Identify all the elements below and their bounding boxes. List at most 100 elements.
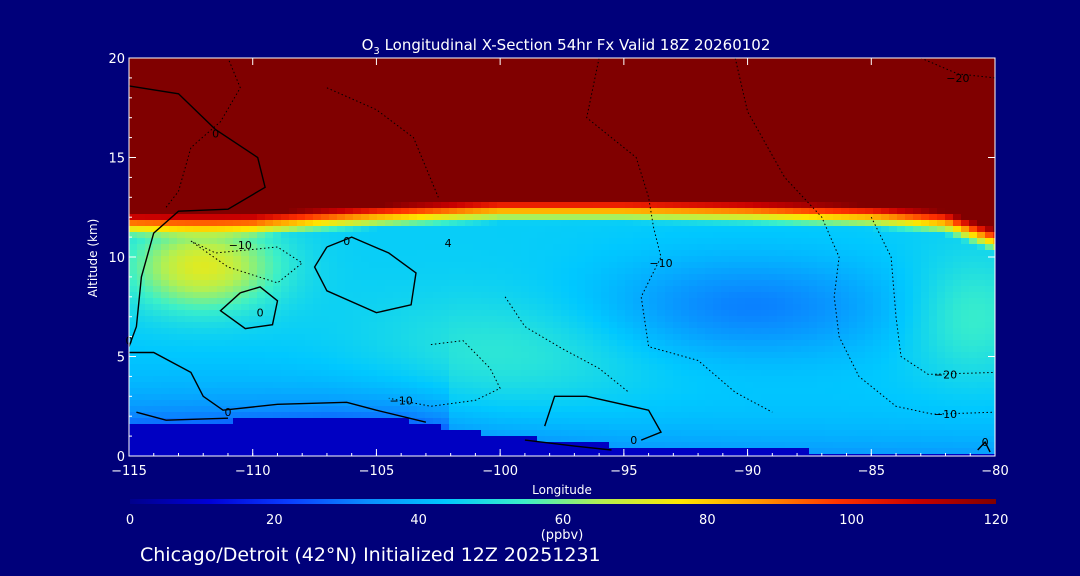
heatmap-cell bbox=[817, 76, 826, 83]
heatmap-cell bbox=[793, 112, 802, 119]
heatmap-cell bbox=[257, 124, 266, 131]
heatmap-cell bbox=[881, 112, 890, 119]
heatmap-cell bbox=[929, 202, 938, 209]
heatmap-cell bbox=[465, 106, 474, 113]
heatmap-cell bbox=[969, 292, 978, 299]
heatmap-cell bbox=[601, 190, 610, 197]
heatmap-cell bbox=[321, 184, 330, 191]
heatmap-cell bbox=[449, 142, 458, 149]
heatmap-cell bbox=[801, 118, 810, 125]
heatmap-cell bbox=[337, 298, 346, 305]
heatmap-cell bbox=[593, 220, 602, 227]
heatmap-cell bbox=[937, 64, 946, 71]
heatmap-cell bbox=[561, 58, 570, 65]
heatmap-cell bbox=[577, 328, 586, 335]
heatmap-cell bbox=[409, 76, 418, 83]
heatmap-cell bbox=[921, 274, 930, 281]
heatmap-cell bbox=[649, 82, 658, 89]
heatmap-cell bbox=[665, 286, 674, 293]
heatmap-cell bbox=[785, 190, 794, 197]
heatmap-cell bbox=[185, 88, 194, 95]
heatmap-cell bbox=[841, 148, 850, 155]
heatmap-cell bbox=[953, 70, 962, 77]
heatmap-cell bbox=[889, 124, 898, 131]
heatmap-cell bbox=[417, 88, 426, 95]
heatmap-cell bbox=[889, 178, 898, 185]
heatmap-cell bbox=[129, 220, 138, 227]
heatmap-cell bbox=[337, 88, 346, 95]
heatmap-cell bbox=[305, 244, 314, 251]
heatmap-cell bbox=[177, 232, 186, 239]
heatmap-cell bbox=[729, 280, 738, 287]
heatmap-cell bbox=[345, 70, 354, 77]
heatmap-cell bbox=[225, 118, 234, 125]
heatmap-cell bbox=[297, 58, 306, 65]
heatmap-cell bbox=[753, 148, 762, 155]
heatmap-cell bbox=[841, 220, 850, 227]
heatmap-cell bbox=[769, 76, 778, 83]
heatmap-cell bbox=[577, 208, 586, 215]
heatmap-cell bbox=[665, 328, 674, 335]
heatmap-cell bbox=[433, 202, 442, 209]
heatmap-cell bbox=[969, 58, 978, 65]
heatmap-cell bbox=[521, 298, 530, 305]
heatmap-cell bbox=[761, 226, 770, 233]
heatmap-cell bbox=[153, 178, 162, 185]
heatmap-cell bbox=[849, 118, 858, 125]
heatmap-cell bbox=[193, 166, 202, 173]
heatmap-cell bbox=[865, 124, 874, 131]
heatmap-cell bbox=[401, 268, 410, 275]
heatmap-cell bbox=[761, 244, 770, 251]
heatmap-cell bbox=[857, 172, 866, 179]
heatmap-cell bbox=[985, 184, 994, 191]
heatmap-cell bbox=[833, 70, 842, 77]
heatmap-cell bbox=[353, 112, 362, 119]
heatmap-cell bbox=[737, 274, 746, 281]
heatmap-cell bbox=[641, 94, 650, 101]
heatmap-cell bbox=[169, 82, 178, 89]
heatmap-cell bbox=[673, 238, 682, 245]
heatmap-cell bbox=[745, 310, 754, 317]
heatmap-cell bbox=[329, 136, 338, 143]
heatmap-cell bbox=[777, 76, 786, 83]
heatmap-cell bbox=[905, 274, 914, 281]
heatmap-cell bbox=[393, 76, 402, 83]
heatmap-cell bbox=[401, 58, 410, 65]
heatmap-cell bbox=[129, 124, 138, 131]
heatmap-cell bbox=[561, 64, 570, 71]
heatmap-cell bbox=[185, 280, 194, 287]
heatmap-cell bbox=[929, 118, 938, 125]
heatmap-cell bbox=[737, 208, 746, 215]
heatmap-cell bbox=[169, 130, 178, 137]
heatmap-cell bbox=[209, 58, 218, 65]
heatmap-cell bbox=[401, 148, 410, 155]
heatmap-cell bbox=[241, 88, 250, 95]
heatmap-cell bbox=[745, 226, 754, 233]
heatmap-cell bbox=[617, 262, 626, 269]
heatmap-cell bbox=[145, 286, 154, 293]
heatmap-cell bbox=[673, 136, 682, 143]
heatmap-cell bbox=[169, 328, 178, 335]
heatmap-cell bbox=[209, 292, 218, 299]
heatmap-cell bbox=[257, 148, 266, 155]
heatmap-cell bbox=[529, 214, 538, 221]
heatmap-cell bbox=[713, 184, 722, 191]
heatmap-cell bbox=[161, 232, 170, 239]
heatmap-cell bbox=[961, 214, 970, 221]
heatmap-cell bbox=[625, 226, 634, 233]
heatmap-cell bbox=[601, 94, 610, 101]
heatmap-cell bbox=[953, 238, 962, 245]
heatmap-cell bbox=[361, 172, 370, 179]
heatmap-cell bbox=[769, 100, 778, 107]
heatmap-cell bbox=[345, 106, 354, 113]
heatmap-cell bbox=[225, 172, 234, 179]
heatmap-cell bbox=[801, 208, 810, 215]
heatmap-cell bbox=[665, 76, 674, 83]
heatmap-cell bbox=[441, 304, 450, 311]
heatmap-cell bbox=[561, 250, 570, 257]
heatmap-cell bbox=[249, 100, 258, 107]
heatmap-cell bbox=[425, 112, 434, 119]
heatmap-cell bbox=[569, 202, 578, 209]
heatmap-cell bbox=[921, 268, 930, 275]
heatmap-cell bbox=[721, 88, 730, 95]
